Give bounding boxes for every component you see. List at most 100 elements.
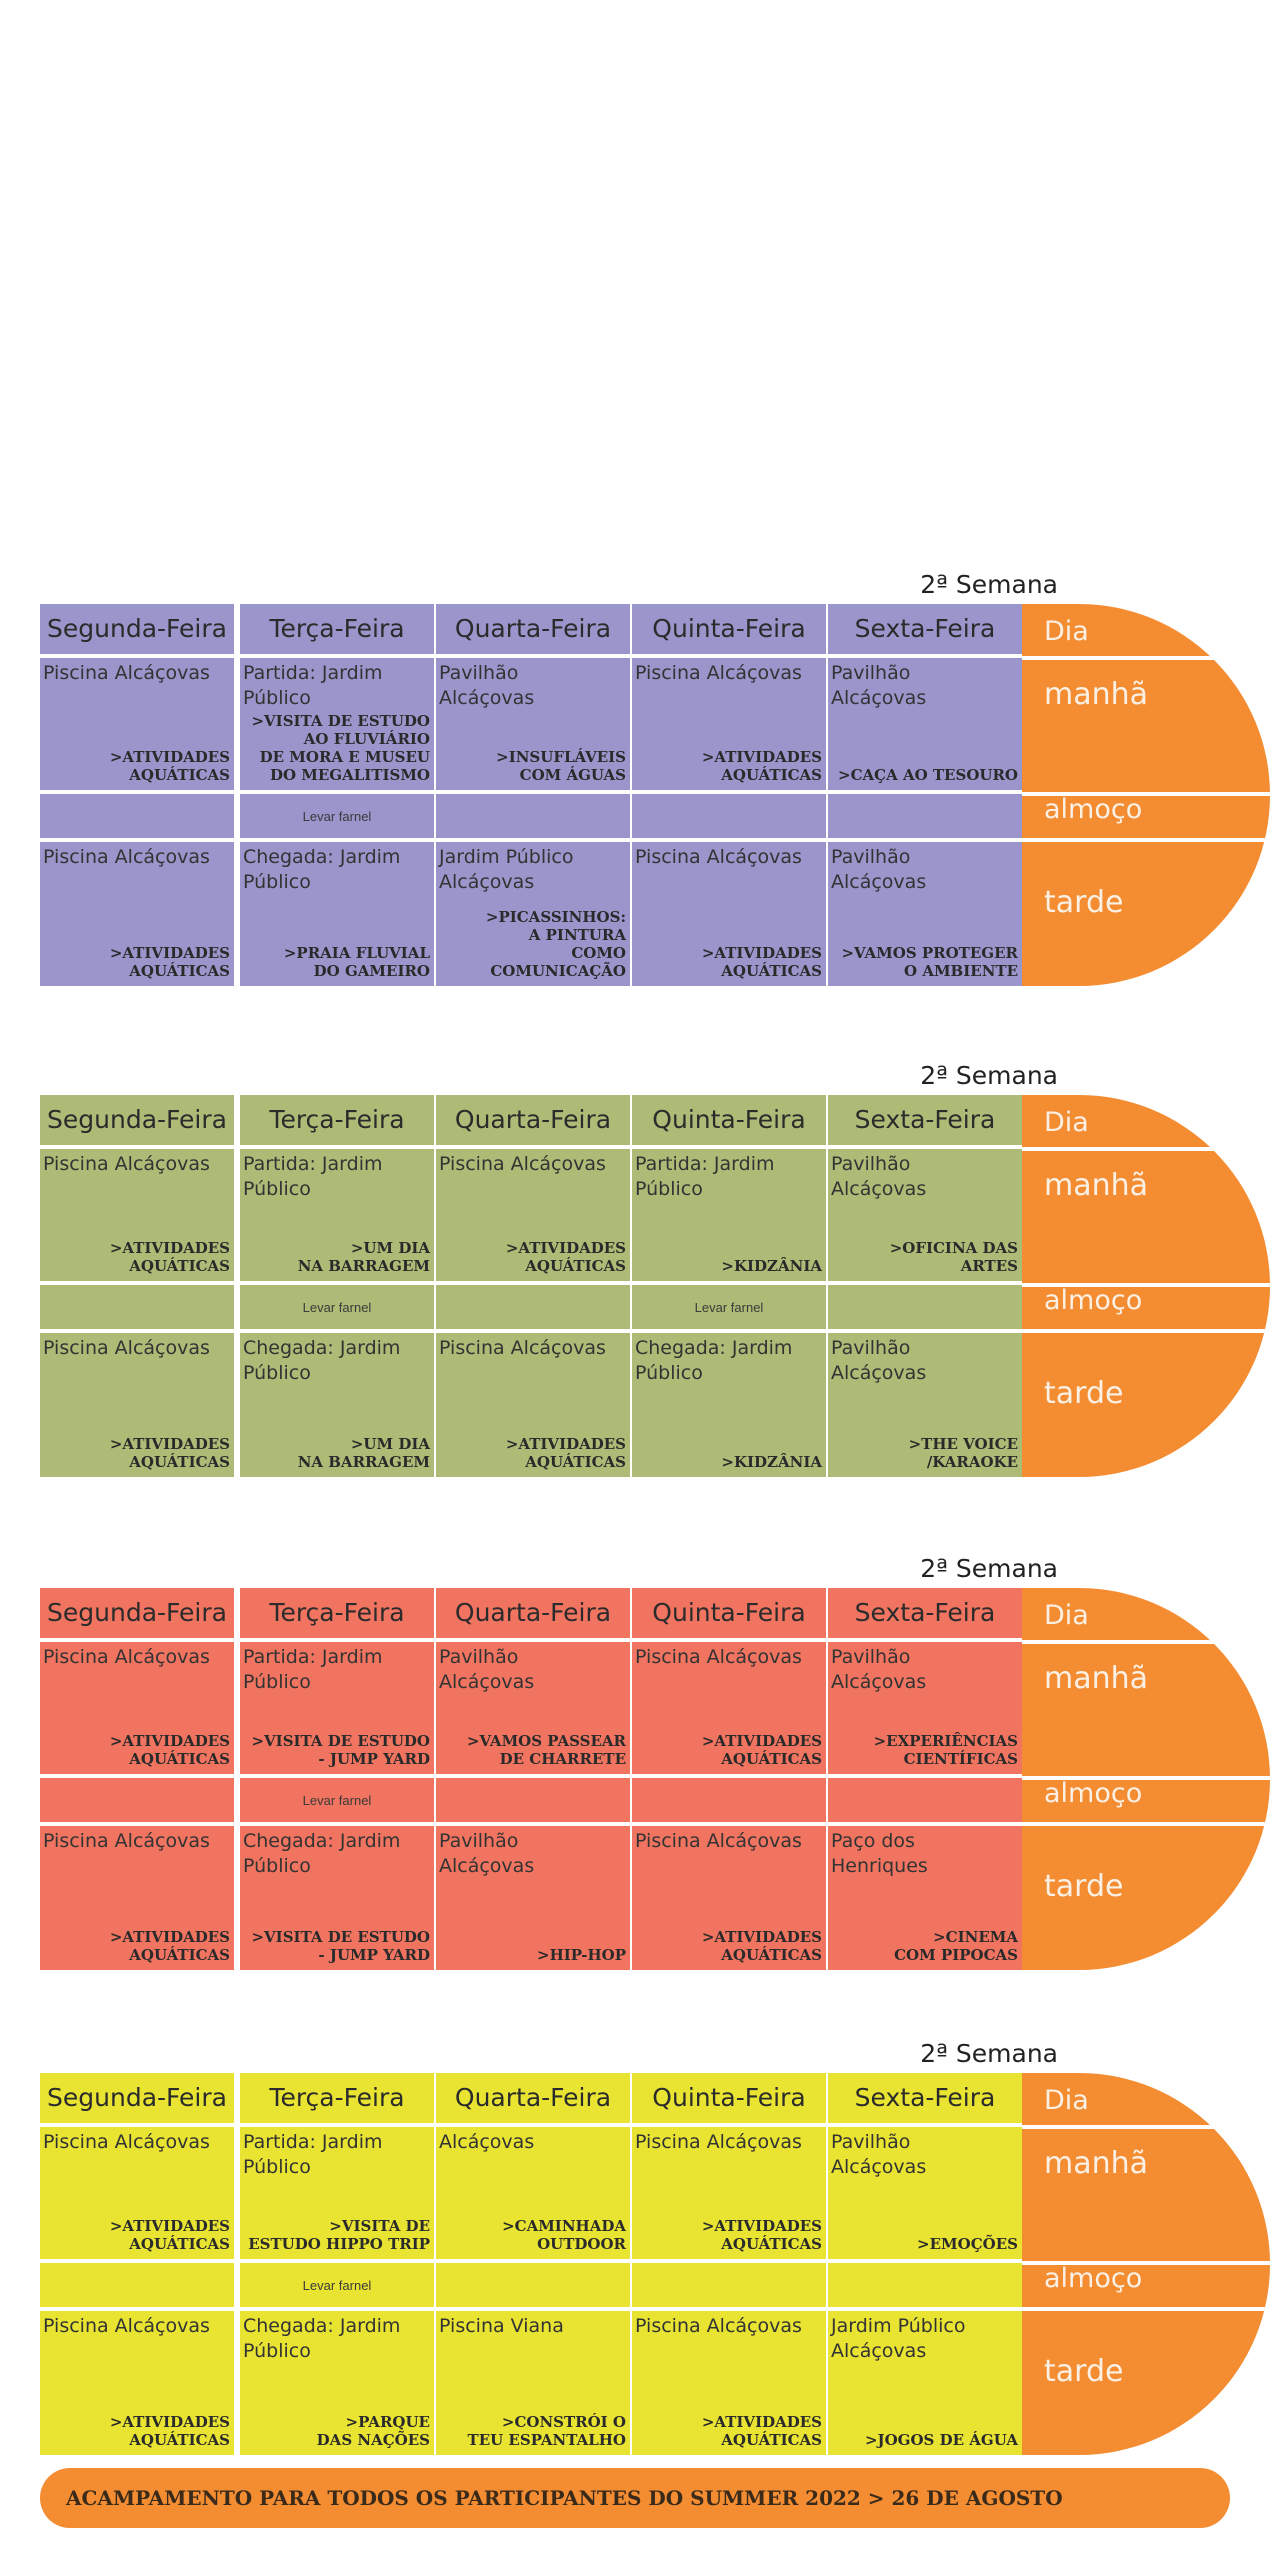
location-text: Piscina Alcáçovas bbox=[43, 662, 210, 684]
location-text: Piscina Alcáçovas bbox=[439, 1337, 606, 1359]
morning-cell: Pavilhão Alcáçovas >CAÇA AO TESOURO bbox=[828, 658, 1022, 790]
afternoon-cell: Paço dos Henriques >CINEMA COM PIPOCAS bbox=[828, 1826, 1022, 1970]
lunch-note bbox=[828, 1778, 1022, 1822]
lunch-cell: Levar farnel bbox=[240, 1285, 434, 1329]
location-text: Pavilhão Alcáçovas bbox=[439, 662, 535, 709]
activity-text: >CINEMA COM PIPOCAS bbox=[894, 1928, 1018, 1964]
morning-cell: Partida: Jardim Público >UM DIA NA BARRAG… bbox=[240, 1149, 434, 1281]
lunch-note bbox=[828, 794, 1022, 838]
morning-cell: Piscina Alcáçovas >ATIVIDADES AQUÁTICAS bbox=[632, 658, 826, 790]
activity-text: >ATIVIDADES AQUÁTICAS bbox=[109, 1732, 230, 1768]
lunch-note bbox=[436, 2263, 630, 2307]
day-header: Quinta-Feira bbox=[632, 2073, 826, 2123]
activity-text: >CONSTRÓI O TEU ESPANTALHO bbox=[467, 2413, 626, 2449]
afternoon-cell: Chegada: Jardim Público >UM DIA NA BARRAG… bbox=[240, 1333, 434, 1477]
activity-text: >ATIVIDADES AQUÁTICAS bbox=[109, 1435, 230, 1471]
lunch-note bbox=[40, 1285, 234, 1329]
schedule-grid: Segunda-Feira Piscina Alcáçovas >ATIVIDADE… bbox=[40, 1095, 1022, 1477]
day-header: Sexta-Feira bbox=[828, 2073, 1022, 2123]
period-label-manha: manhã bbox=[1044, 2146, 1149, 2181]
morning-cell: Piscina Alcáçovas >ATIVIDADES AQUÁTICAS bbox=[40, 1149, 234, 1281]
lunch-note bbox=[40, 1778, 234, 1822]
activity-text: >CAÇA AO TESOURO bbox=[838, 766, 1018, 784]
lunch-cell: Levar farnel bbox=[240, 794, 434, 838]
morning-cell: Pavilhão Alcáçovas >EMOÇÕES bbox=[828, 2127, 1022, 2259]
week-schedule-4: 2ª Semana Segunda-Feira Piscina Alcáçovas >… bbox=[40, 2037, 1270, 2455]
day-header: Segunda-Feira bbox=[40, 2073, 234, 2123]
period-label-almoco: almoço bbox=[1044, 1285, 1143, 1316]
lunch-note bbox=[40, 794, 234, 838]
afternoon-cell: Piscina Alcáçovas >ATIVIDADES AQUÁTICAS bbox=[632, 2311, 826, 2455]
period-label-tarde: tarde bbox=[1044, 1376, 1124, 1411]
morning-cell: Piscina Alcáçovas >ATIVIDADES AQUÁTICAS bbox=[40, 2127, 234, 2259]
activity-text: >ATIVIDADES AQUÁTICAS bbox=[109, 944, 230, 980]
activity-text: >ATIVIDADES AQUÁTICAS bbox=[701, 1732, 822, 1768]
day-header: Quarta-Feira bbox=[436, 1095, 630, 1145]
lunch-cell: Levar farnel bbox=[240, 2263, 434, 2307]
activity-text: >PRAIA FLUVIAL DO GAMEIRO bbox=[283, 944, 430, 980]
location-text: Chegada: Jardim Público bbox=[243, 1830, 401, 1877]
lunch-cell bbox=[436, 1778, 630, 1822]
lunch-cell bbox=[40, 794, 234, 838]
panel-divider bbox=[1022, 1776, 1270, 1780]
activity-text: >KIDZÂNIA bbox=[721, 1257, 822, 1275]
activity-text: >ATIVIDADES AQUÁTICAS bbox=[109, 1928, 230, 1964]
morning-cell: Piscina Alcáçovas >ATIVIDADES AQUÁTICAS bbox=[632, 2127, 826, 2259]
location-text: Paço dos Henriques bbox=[831, 1830, 928, 1877]
location-text: Alcáçovas bbox=[439, 2131, 535, 2153]
morning-cell: Piscina Alcáçovas >ATIVIDADES AQUÁTICAS bbox=[436, 1149, 630, 1281]
lunch-cell bbox=[40, 2263, 234, 2307]
period-label-manha: manhã bbox=[1044, 1661, 1149, 1696]
panel-divider bbox=[1022, 1283, 1270, 1287]
afternoon-cell: Piscina Alcáçovas >ATIVIDADES AQUÁTICAS bbox=[632, 1826, 826, 1970]
lunch-note bbox=[40, 2263, 234, 2307]
period-label-tarde: tarde bbox=[1044, 885, 1124, 920]
lunch-note: Levar farnel bbox=[694, 1299, 764, 1315]
panel-divider bbox=[1022, 1329, 1270, 1333]
location-text: Chegada: Jardim Público bbox=[243, 2315, 401, 2362]
morning-cell: Alcáçovas >CAMINHADA OUTDOOR bbox=[436, 2127, 630, 2259]
panel-divider bbox=[1022, 2261, 1270, 2265]
day-header: Quinta-Feira bbox=[632, 1095, 826, 1145]
day-header: Quinta-Feira bbox=[632, 1588, 826, 1638]
afternoon-cell: Chegada: Jardim Público >PARQUE DAS NAÇÕE… bbox=[240, 2311, 434, 2455]
activity-text: >PICASSINHOS: A PINTURA COMO COMUNICAÇÃO bbox=[485, 908, 626, 980]
week-schedule-3: 2ª Semana Segunda-Feira Piscina Alcáçovas >… bbox=[40, 1552, 1270, 1970]
day-header: Terça-Feira bbox=[240, 604, 434, 654]
activity-text: >CAMINHADA OUTDOOR bbox=[502, 2217, 626, 2253]
activity-text: >VAMOS PASSEAR DE CHARRETE bbox=[466, 1732, 626, 1768]
lunch-cell bbox=[632, 794, 826, 838]
location-text: Piscina Alcáçovas bbox=[439, 1153, 606, 1175]
activity-text: >ATIVIDADES AQUÁTICAS bbox=[701, 2217, 822, 2253]
morning-cell: Piscina Alcáçovas >ATIVIDADES AQUÁTICAS bbox=[40, 658, 234, 790]
activity-text: >JOGOS DE ÁGUA bbox=[864, 2431, 1018, 2449]
location-text: Piscina Alcáçovas bbox=[43, 2315, 210, 2337]
location-text: Pavilhão Alcáçovas bbox=[831, 846, 927, 893]
panel-divider bbox=[1022, 1147, 1270, 1151]
location-text: Pavilhão Alcáçovas bbox=[831, 1646, 927, 1693]
lunch-note bbox=[436, 1778, 630, 1822]
morning-cell: Partida: Jardim Público >VISITA DE ESTUDO… bbox=[240, 1642, 434, 1774]
day-header: Terça-Feira bbox=[240, 1095, 434, 1145]
lunch-note: Levar farnel bbox=[302, 1792, 372, 1808]
lunch-note bbox=[632, 1778, 826, 1822]
location-text: Partida: Jardim Público bbox=[243, 1153, 383, 1200]
activity-text: >EXPERIÊNCIAS CIENTÍFICAS bbox=[873, 1732, 1018, 1768]
activity-text: >ATIVIDADES AQUÁTICAS bbox=[701, 1928, 822, 1964]
activity-text: >VAMOS PROTEGER O AMBIENTE bbox=[841, 944, 1018, 980]
afternoon-cell: Chegada: Jardim Público >KIDZÂNIA bbox=[632, 1333, 826, 1477]
location-text: Chegada: Jardim Público bbox=[635, 1337, 793, 1384]
activity-text: >VISITA DE ESTUDO - JUMP YARD bbox=[251, 1928, 430, 1964]
period-label-manha: manhã bbox=[1044, 1168, 1149, 1203]
morning-cell: Pavilhão Alcáçovas >VAMOS PASSEAR DE CHAR… bbox=[436, 1642, 630, 1774]
panel-divider bbox=[1022, 1640, 1270, 1644]
afternoon-cell: Chegada: Jardim Público >PRAIA FLUVIAL DO… bbox=[240, 842, 434, 986]
location-text: Piscina Alcáçovas bbox=[43, 846, 210, 868]
location-text: Piscina Alcáçovas bbox=[635, 846, 802, 868]
activity-text: >ATIVIDADES AQUÁTICAS bbox=[505, 1239, 626, 1275]
schedule-grid: Segunda-Feira Piscina Alcáçovas >ATIVIDADE… bbox=[40, 2073, 1022, 2455]
activity-text: >VISITA DE ESTUDO - JUMP YARD bbox=[251, 1732, 430, 1768]
location-text: Piscina Alcáçovas bbox=[43, 1830, 210, 1852]
lunch-cell bbox=[828, 794, 1022, 838]
lunch-note bbox=[632, 794, 826, 838]
